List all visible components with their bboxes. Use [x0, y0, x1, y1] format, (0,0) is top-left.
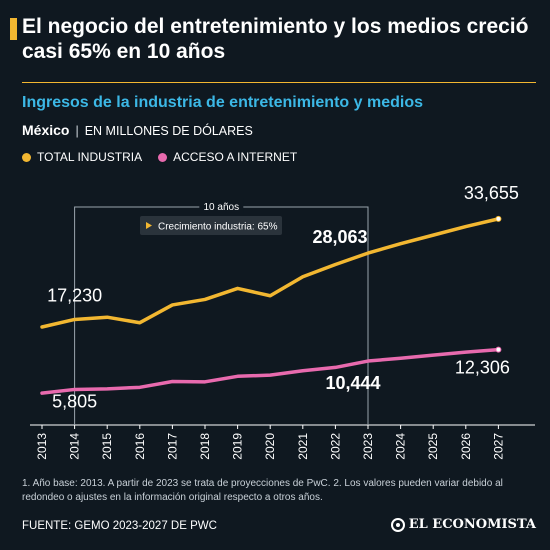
data-label-5: 12,306 — [455, 358, 510, 378]
x-tick-label-2020: 2020 — [263, 433, 277, 460]
legend-dot-total — [22, 152, 31, 162]
line-chart: 10 años Crecimiento industria: 65% 17,230 2… — [30, 183, 535, 460]
x-tick-label-2017: 2017 — [165, 433, 179, 460]
x-tick-label-2019: 2019 — [231, 433, 245, 460]
x-tick-label-2027: 2027 — [491, 433, 505, 460]
x-tick-label-2026: 2026 — [459, 433, 473, 460]
series-line-1 — [40, 347, 501, 395]
chart-subtitle: Ingresos de la industria de entretenimie… — [22, 94, 423, 111]
legend-label-internet: ACCESO A INTERNET — [173, 150, 298, 164]
country-label: México — [22, 122, 70, 138]
data-label-1: 28,063 — [312, 227, 367, 247]
chart-meta: México | EN MILLONES DE DÓLARES — [22, 122, 253, 138]
units-label: EN MILLONES DE DÓLARES — [84, 124, 253, 138]
page-title: El negocio del entretenimiento y los med… — [22, 15, 529, 63]
x-tick-label-2022: 2022 — [328, 433, 342, 460]
data-label-3: 5,805 — [52, 391, 97, 411]
data-label-0: 17,230 — [47, 285, 102, 305]
brand-name: EL ECONOMISTA — [408, 517, 536, 532]
x-tick-label-2013: 2013 — [35, 433, 49, 460]
x-tick-label-2024: 2024 — [394, 433, 408, 460]
series-end-point-0 — [495, 215, 502, 222]
callout-box — [140, 216, 282, 235]
data-label-2: 33,655 — [464, 183, 519, 203]
legend-dot-internet — [158, 152, 168, 162]
data-label-4: 10,444 — [325, 373, 380, 393]
brand-mark-icon — [390, 517, 405, 532]
legend-item-total: TOTAL INDUSTRIA — [22, 150, 142, 164]
callout-text: Crecimiento industria: 65% — [158, 222, 278, 233]
x-tick-label-2014: 2014 — [68, 433, 82, 460]
x-tick-label-2021: 2021 — [296, 433, 310, 460]
annotation-bracket-label: 10 años — [204, 202, 240, 213]
chart-legend: TOTAL INDUSTRIA ACCESO A INTERNET — [22, 150, 297, 164]
footnotes: 1. Año base: 2013. A partir de 2023 se t… — [22, 478, 503, 503]
x-tick-label-2016: 2016 — [133, 433, 147, 460]
series-end-point-1 — [495, 346, 502, 353]
title-divider — [22, 82, 536, 83]
series-line-0 — [40, 217, 501, 329]
x-tick-label-2015: 2015 — [100, 433, 114, 460]
x-tick-label-2023: 2023 — [361, 433, 375, 460]
source-label: FUENTE: GEMO 2023-2027 DE PWC — [22, 520, 217, 532]
x-tick-label-2025: 2025 — [426, 433, 440, 460]
legend-item-internet: ACCESO A INTERNET — [158, 150, 297, 164]
x-tick-label-2018: 2018 — [198, 433, 212, 460]
legend-label-total: TOTAL INDUSTRIA — [37, 150, 143, 164]
annotation-bracket-label-bg — [199, 198, 244, 214]
callout-arrow-icon — [146, 222, 152, 229]
meta-separator: | — [75, 124, 79, 138]
title-accent-bar — [10, 18, 17, 40]
brand-logo: EL ECONOMISTA — [390, 517, 536, 532]
